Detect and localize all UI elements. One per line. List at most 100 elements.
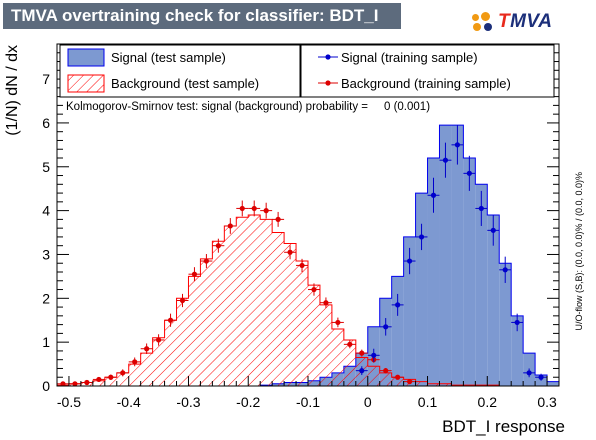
overflow-note: U/O-flow (S,B): (0.0, 0.0)% / (0.0, 0.0)… — [574, 172, 584, 331]
signal-training-point-marker — [538, 374, 544, 380]
legend: Signal (test sample) Background (test sa… — [59, 44, 555, 98]
signal-training-point — [367, 348, 380, 362]
signal-training-point — [415, 223, 428, 251]
signal-training-point-marker — [466, 170, 472, 176]
logo-accent-letter: T — [498, 11, 511, 32]
background-training-point-marker — [60, 381, 66, 387]
background-training-point — [224, 218, 237, 234]
signal-training-point — [403, 247, 416, 275]
y-tick-label: 5 — [42, 159, 50, 175]
background-bar — [152, 337, 165, 386]
background-training-point — [343, 340, 356, 349]
background-bar — [140, 353, 153, 386]
background-training-point-marker — [167, 317, 174, 323]
background-training-point — [92, 376, 105, 383]
signal-training-point-marker — [502, 267, 508, 273]
background-training-point-marker — [108, 374, 114, 380]
background-training-point — [391, 374, 404, 380]
signal-bar — [463, 158, 476, 386]
y-axis-label: (1/N) dN / dx — [4, 45, 21, 136]
signal-training-point-marker — [371, 352, 377, 358]
signal-training-point-marker — [359, 368, 365, 374]
background-training-point — [379, 368, 392, 374]
background-training-point-marker — [323, 300, 329, 306]
background-training-point — [296, 258, 308, 272]
y-tick-label: 7 — [42, 71, 50, 87]
background-training-point — [140, 343, 153, 354]
background-bar — [319, 304, 332, 386]
background-bar — [308, 285, 320, 386]
background-training-point — [308, 283, 320, 296]
background-bar — [296, 261, 308, 386]
y-tick-label: 2 — [42, 290, 50, 306]
legend-signal-train-marker — [318, 54, 338, 60]
signal-training-point-marker — [514, 319, 520, 326]
background-training-point-marker — [96, 376, 102, 383]
signal-training-point — [355, 366, 368, 376]
background-training-point — [403, 379, 416, 385]
background-bar — [427, 383, 440, 386]
background-bar — [164, 320, 177, 386]
y-tick-label: 3 — [42, 246, 50, 262]
signal-training-point — [379, 318, 392, 336]
background-bar — [248, 215, 261, 386]
background-training-point-marker — [395, 374, 401, 380]
signal-bar — [547, 381, 559, 386]
background-bar — [200, 258, 213, 386]
background-training-point — [68, 381, 81, 387]
signal-training-point-marker — [383, 324, 389, 330]
background-training-point — [260, 202, 273, 219]
signal-training-point — [439, 142, 452, 178]
background-bar — [379, 372, 392, 386]
background-training-point — [212, 238, 225, 253]
background-bar — [272, 232, 285, 386]
background-bar — [331, 329, 344, 386]
background-training-point — [57, 381, 69, 387]
background-training-point-marker — [311, 286, 317, 293]
signal-training-point — [487, 215, 500, 246]
signal-training-point — [535, 373, 548, 381]
background-training-point-marker — [347, 341, 353, 347]
background-bar — [104, 377, 117, 386]
background-bar — [367, 366, 380, 386]
background-training-point-marker — [144, 346, 150, 352]
signal-bar — [391, 276, 404, 386]
signal-training-point — [451, 125, 464, 165]
background-training-point — [248, 200, 261, 217]
y-tick-label: 1 — [42, 334, 50, 350]
background-training-point-marker — [406, 379, 413, 385]
background-training-point — [272, 211, 285, 227]
signal-bar — [427, 158, 440, 386]
signal-training-point-marker — [395, 302, 401, 308]
logo-dots-icon — [470, 12, 498, 34]
ks-test-annotation: Kolmogorov-Smirnov test: signal (backgro… — [66, 101, 430, 113]
logo-rest-letters: MVA — [510, 11, 553, 32]
background-training-point-marker — [251, 205, 257, 212]
x-tick-label: 0.2 — [478, 394, 498, 410]
background-bar — [260, 219, 273, 386]
signal-training-point — [391, 293, 404, 316]
background-training-point-marker — [155, 337, 162, 343]
x-tick-label: 0 — [364, 394, 372, 410]
background-training-point-marker — [72, 381, 78, 387]
background-bar — [284, 243, 297, 386]
background-training-point-marker — [203, 258, 210, 264]
signal-training-point-marker — [454, 142, 461, 148]
x-tick-label: 0.1 — [418, 394, 438, 410]
background-training-point — [128, 357, 141, 367]
background-training-point-marker — [359, 350, 365, 356]
background-training-point — [116, 369, 129, 377]
background-training-point-marker — [120, 370, 126, 376]
background-test-histogram — [57, 214, 559, 386]
background-bar — [343, 339, 356, 386]
background-bar — [188, 276, 201, 386]
background-training-point — [80, 379, 93, 386]
background-training-point-marker — [335, 319, 341, 326]
signal-training-point — [475, 190, 488, 226]
x-tick-label: -0.4 — [117, 394, 141, 410]
signal-training-point — [463, 155, 476, 191]
background-training-point — [319, 297, 332, 308]
signal-bar — [475, 184, 488, 386]
x-tick-label: -0.5 — [57, 394, 81, 410]
